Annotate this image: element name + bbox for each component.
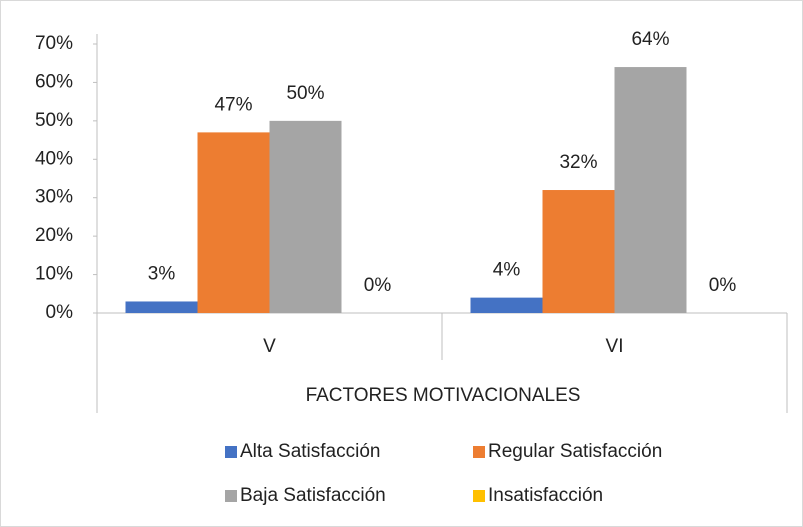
data-label: 32%: [559, 152, 597, 173]
data-label: 50%: [286, 83, 324, 104]
legend-swatch: [473, 490, 485, 502]
y-tick-label: 20%: [35, 225, 73, 246]
legend-label: Regular Satisfacción: [488, 441, 662, 462]
x-tick-label: V: [263, 336, 276, 357]
x-tick-label: VI: [606, 336, 624, 357]
data-label: 4%: [493, 260, 521, 281]
legend-swatch: [225, 490, 237, 502]
data-label: 0%: [709, 275, 737, 296]
x-axis-title: FACTORES MOTIVACIONALES: [306, 385, 581, 406]
bar: [269, 120, 342, 313]
y-tick-label: 10%: [35, 264, 73, 285]
legend-swatch: [225, 446, 237, 458]
legend-label: Alta Satisfacción: [240, 441, 380, 462]
bar: [125, 301, 198, 313]
y-tick-label: 40%: [35, 148, 73, 169]
legend-label: Insatisfacción: [488, 485, 603, 506]
bar: [197, 132, 270, 313]
y-tick-label: 60%: [35, 71, 73, 92]
bar: [542, 190, 615, 313]
legend-swatch: [473, 446, 485, 458]
data-label: 64%: [631, 29, 669, 50]
data-label: 0%: [364, 275, 392, 296]
legend-label: Baja Satisfacción: [240, 485, 386, 506]
bar: [470, 297, 543, 313]
y-tick-label: 70%: [35, 33, 73, 54]
y-tick-label: 0%: [46, 302, 74, 323]
data-label: 3%: [148, 263, 176, 284]
y-tick-label: 50%: [35, 110, 73, 131]
y-tick-label: 30%: [35, 187, 73, 208]
bar: [614, 67, 687, 313]
data-label: 47%: [214, 94, 252, 115]
